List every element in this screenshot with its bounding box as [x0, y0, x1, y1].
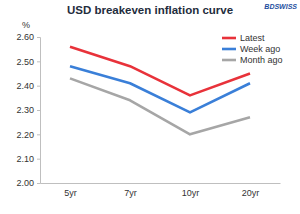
x-tick-label: 20yr [242, 188, 260, 198]
y-tick: 2.10 [16, 154, 40, 164]
x-tick: 20yr [242, 183, 260, 198]
y-tick-mark [37, 134, 40, 135]
y-tick-mark [37, 37, 40, 38]
y-tick: 2.20 [16, 130, 40, 140]
legend-label: Month ago [240, 55, 283, 65]
legend-label: Week ago [240, 44, 280, 54]
x-axis: 5yr 7yr 10yr 20yr [41, 183, 281, 198]
x-tick: 10yr [182, 183, 200, 198]
y-tick: 2.30 [16, 105, 40, 115]
y-tick-label: 2.40 [16, 81, 34, 91]
y-tick-mark [37, 61, 40, 62]
y-tick-label: 2.00 [16, 178, 34, 188]
legend-swatch [222, 37, 236, 40]
y-tick-mark [37, 183, 40, 184]
y-tick-mark [37, 86, 40, 87]
title: USD breakeven inflation curve [67, 4, 233, 16]
chart: USD breakeven inflation curve BDSWISS 2.00… [0, 0, 300, 214]
x-tick: 7yr [124, 183, 137, 198]
x-axis-line [41, 183, 281, 184]
plot-area [70, 47, 250, 135]
y-tick: 2.60 [16, 32, 40, 42]
legend-swatch [222, 48, 236, 51]
y-tick-mark [37, 110, 40, 111]
y-tick-mark [37, 159, 40, 160]
x-tick-label: 7yr [124, 188, 137, 198]
y-tick: 2.00 [16, 178, 40, 188]
x-tick-label: 5yr [64, 188, 77, 198]
y-axis-line [37, 38, 41, 184]
logo: BDSWISS [264, 3, 297, 10]
y-axis: 2.00 2.10 2.20 2.30 2.40 2.50 2.60 [16, 32, 40, 188]
legend-label: Latest [240, 33, 265, 43]
y-tick-label: 2.20 [16, 130, 34, 140]
x-tick-label: 10yr [182, 188, 200, 198]
y-axis-title: % [22, 20, 30, 30]
legend-swatch [222, 59, 236, 62]
y-tick-label: 2.30 [16, 105, 34, 115]
y-tick: 2.40 [16, 81, 40, 91]
legend: LatestWeek agoMonth ago [222, 33, 283, 65]
x-tick: 5yr [64, 183, 77, 198]
y-tick-label: 2.50 [16, 57, 34, 67]
y-tick-label: 2.60 [16, 32, 34, 42]
y-tick-label: 2.10 [16, 154, 34, 164]
series-line [70, 78, 250, 134]
y-tick: 2.50 [16, 57, 40, 67]
